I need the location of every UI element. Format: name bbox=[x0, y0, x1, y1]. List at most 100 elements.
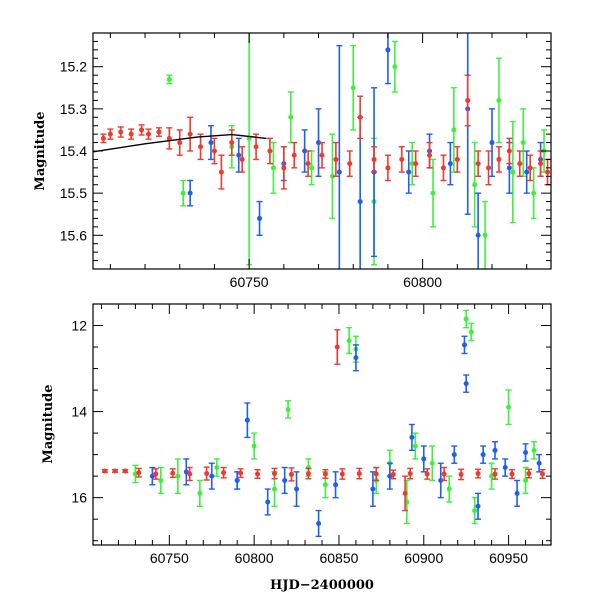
data-point-blue bbox=[244, 402, 251, 439]
top-panel-frame bbox=[92, 32, 552, 270]
y-tick-label: 12 bbox=[71, 318, 87, 334]
x-tick-label: 60900 bbox=[404, 550, 443, 566]
data-point-blue bbox=[187, 179, 194, 207]
data-point-red bbox=[305, 467, 312, 480]
data-point-red bbox=[101, 468, 108, 474]
x-axis-label: HJD−2400000 bbox=[270, 578, 374, 593]
bottom-panel-y-axis-label: Magnitude bbox=[41, 384, 56, 463]
data-point-red bbox=[152, 468, 159, 480]
data-point-red bbox=[319, 141, 325, 169]
data-point-green bbox=[180, 179, 187, 207]
data-point-blue bbox=[405, 150, 412, 194]
data-point-red bbox=[384, 154, 391, 182]
model-curve bbox=[93, 133, 267, 153]
data-point-red bbox=[117, 126, 124, 138]
top-panel: 60750 60800 15.2 15.3 15.4 15.5 15.6 Magnitude bbox=[33, 32, 552, 290]
data-point-red bbox=[339, 468, 346, 480]
data-point-red bbox=[506, 137, 513, 165]
data-point-blue bbox=[384, 33, 391, 85]
data-point-green bbox=[463, 309, 470, 329]
data-point-red bbox=[508, 468, 515, 479]
data-point-green bbox=[471, 141, 478, 228]
data-point-red bbox=[527, 154, 534, 182]
data-point-red bbox=[402, 475, 409, 512]
data-point-green bbox=[174, 458, 181, 495]
data-point-green bbox=[409, 141, 416, 186]
x-tick-label: 60850 bbox=[319, 550, 358, 566]
top-panel-data-points bbox=[93, 33, 551, 269]
data-point-red bbox=[539, 468, 546, 479]
data-point-blue bbox=[502, 458, 509, 477]
data-point-blue bbox=[386, 462, 393, 490]
data-point-green bbox=[346, 326, 353, 355]
y-tick-label: 14 bbox=[71, 404, 87, 420]
data-point-green bbox=[166, 74, 173, 85]
data-point-red bbox=[253, 133, 260, 161]
data-point-blue bbox=[447, 141, 454, 186]
data-point-red bbox=[128, 128, 135, 140]
data-point-red bbox=[211, 137, 218, 165]
bottom-panel: 60750 60800 60850 60900 60950 12 14 16 Magnitud… bbox=[41, 303, 552, 593]
data-point-blue bbox=[301, 129, 308, 173]
data-point-blue bbox=[315, 108, 322, 177]
data-point-red bbox=[187, 116, 194, 152]
data-point-red bbox=[291, 141, 298, 169]
data-point-red bbox=[203, 466, 210, 481]
data-point-red bbox=[169, 468, 176, 479]
data-point-green bbox=[482, 200, 489, 269]
top-panel-y-axis-label: Magnitude bbox=[33, 111, 48, 190]
data-point-blue bbox=[489, 108, 496, 177]
data-point-blue bbox=[480, 445, 487, 464]
data-point-green bbox=[213, 458, 220, 477]
data-point-red bbox=[271, 467, 278, 480]
data-point-blue bbox=[332, 471, 339, 499]
data-point-green bbox=[287, 91, 294, 144]
data-point-red bbox=[424, 468, 431, 480]
bottom-panel-data-points bbox=[101, 309, 546, 538]
data-point-green bbox=[308, 150, 315, 186]
data-point-blue bbox=[523, 150, 530, 194]
data-point-blue bbox=[463, 374, 470, 393]
x-tick-label: 60800 bbox=[403, 274, 442, 290]
data-point-red bbox=[218, 154, 225, 190]
data-point-red bbox=[357, 95, 364, 140]
data-point-blue bbox=[281, 466, 288, 495]
data-point-blue bbox=[256, 200, 263, 236]
data-point-red bbox=[475, 468, 482, 479]
data-point-blue bbox=[420, 445, 427, 473]
data-point-green bbox=[446, 475, 453, 503]
data-point-red bbox=[371, 146, 378, 173]
data-point-blue bbox=[336, 44, 343, 269]
data-point-blue bbox=[451, 445, 458, 464]
y-tick-label: 15.2 bbox=[60, 59, 87, 75]
data-point-blue bbox=[522, 443, 529, 462]
data-point-red bbox=[398, 146, 405, 173]
data-point-red bbox=[426, 141, 433, 169]
bottom-panel-frame bbox=[92, 303, 552, 546]
data-point-green bbox=[505, 389, 512, 426]
data-point-red bbox=[186, 466, 193, 482]
data-point-red bbox=[266, 137, 273, 165]
data-point-blue bbox=[234, 471, 241, 490]
data-point-red bbox=[288, 467, 295, 482]
data-point-green bbox=[509, 120, 516, 224]
data-point-red bbox=[145, 128, 152, 140]
data-point-red bbox=[492, 468, 499, 480]
data-point-blue bbox=[352, 344, 359, 372]
data-point-red bbox=[475, 150, 482, 177]
data-point-green bbox=[471, 496, 478, 525]
data-point-red bbox=[407, 467, 414, 480]
data-point-blue bbox=[408, 423, 415, 452]
data-point-red bbox=[122, 468, 129, 474]
data-point-blue bbox=[536, 453, 543, 473]
y-tick-label: 15.4 bbox=[60, 143, 87, 159]
data-point-red bbox=[220, 466, 227, 479]
data-point-red bbox=[334, 329, 341, 365]
data-point-red bbox=[440, 154, 447, 182]
data-point-blue bbox=[207, 125, 214, 161]
data-point-red bbox=[100, 133, 107, 144]
data-point-green bbox=[429, 445, 436, 482]
data-point-red bbox=[135, 467, 142, 478]
data-point-red bbox=[390, 469, 397, 480]
